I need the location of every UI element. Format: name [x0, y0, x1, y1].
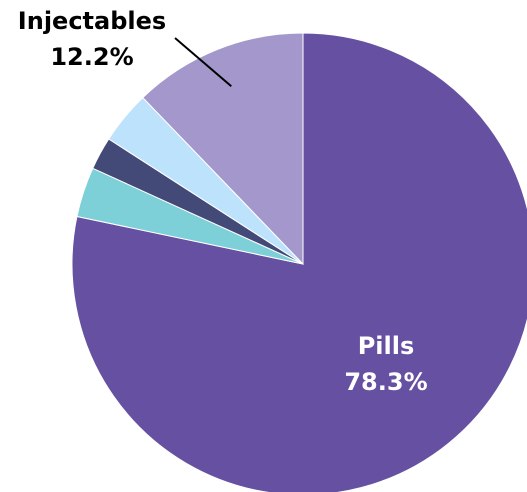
pie-slice-pills [71, 32, 527, 492]
slice-label-name: Injectables [18, 7, 166, 35]
slice-label-value: 78.3% [344, 368, 427, 396]
pie-slice-injectables [142, 32, 304, 266]
slice-label-name: Pills [358, 332, 415, 360]
pie-slices [71, 32, 527, 492]
pie-labels: Pills 78.3% Injectables 12.2% [18, 7, 428, 396]
label-leader-line [174, 37, 232, 87]
slice-label-value: 12.2% [50, 43, 133, 71]
